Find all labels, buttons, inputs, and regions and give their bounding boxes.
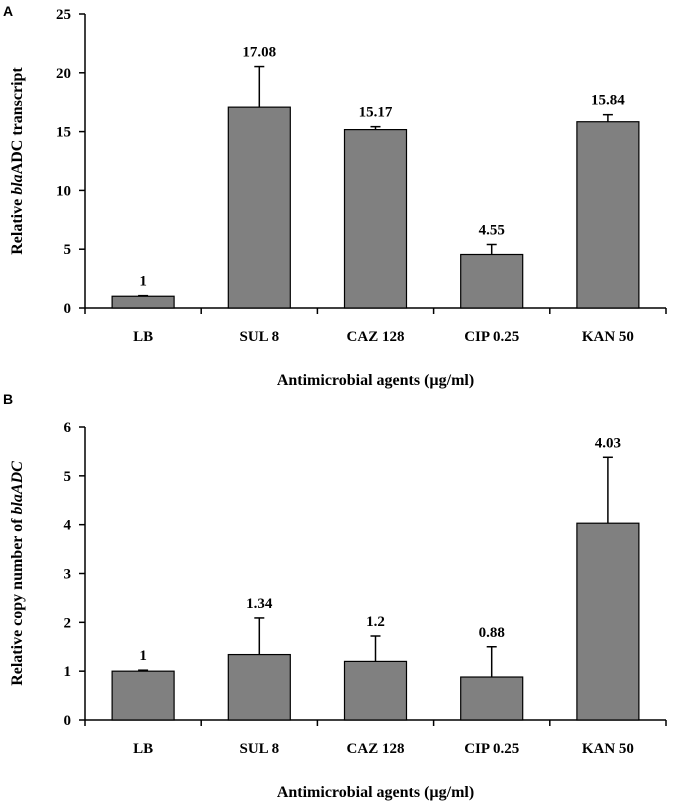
category-label: KAN 50 <box>582 741 634 757</box>
y-tick-label: 2 <box>64 615 72 631</box>
data-label: 0.88 <box>479 625 505 641</box>
data-label: 15.84 <box>591 93 625 109</box>
category-label: KAN 50 <box>582 329 634 345</box>
bar-sul-8 <box>227 106 291 309</box>
y-tick-label: 10 <box>56 183 71 199</box>
y-axis-title-italic: blaADC <box>9 461 26 515</box>
y-tick-label: 15 <box>56 125 71 141</box>
y-axis-title-suffix: ADC transcript <box>9 67 26 175</box>
y-tick-label: 25 <box>56 7 71 23</box>
x-axis-title: Antimicrobial agents (µg/ml) <box>277 784 474 801</box>
category-label: LB <box>133 329 153 345</box>
y-axis-title-italic: bla <box>9 174 26 194</box>
bar-kan-50 <box>576 522 640 721</box>
data-label: 4.55 <box>479 222 505 238</box>
panel-letter-a: A <box>3 3 13 19</box>
y-tick-label: 3 <box>64 567 72 583</box>
y-tick-label: 20 <box>56 66 71 82</box>
category-label: SUL 8 <box>239 741 279 757</box>
y-tick-label: 0 <box>64 301 72 317</box>
chart-panel-a: 0 5 10 15 20 25 1 LB 17.08 SUL 8 15.17 CAZ 128 4.55 C… <box>9 7 667 389</box>
data-label: 1.2 <box>366 614 385 630</box>
x-axis-title: Antimicrobial agents (µg/ml) <box>277 372 474 389</box>
category-label: CAZ 128 <box>347 329 405 345</box>
bar-kan-50 <box>576 121 640 309</box>
y-axis-title: Relative copy number of blaADC <box>9 461 26 686</box>
y-axis-title: Relative blaADC transcript <box>9 67 26 255</box>
data-label: 1 <box>139 648 147 664</box>
data-label: 4.03 <box>595 435 621 451</box>
y-axis-title-prefix: Relative copy number of <box>9 515 26 686</box>
y-tick-label: 6 <box>64 420 72 436</box>
category-label: CIP 0.25 <box>464 741 519 757</box>
bar-caz-128 <box>343 129 408 309</box>
bar-caz-128 <box>343 660 408 721</box>
bar-sul-8 <box>227 653 291 721</box>
bar-cip-0-25 <box>460 253 524 309</box>
y-axis-title-prefix: Relative <box>9 195 26 255</box>
data-label: 17.08 <box>242 45 276 61</box>
y-tick-label: 5 <box>64 242 72 258</box>
category-label: SUL 8 <box>239 329 279 345</box>
bar-lb <box>111 670 175 721</box>
category-label: LB <box>133 741 153 757</box>
y-tick-label: 0 <box>64 713 72 729</box>
y-tick-label: 4 <box>64 518 72 534</box>
category-label: CAZ 128 <box>347 741 405 757</box>
bar-cip-0-25 <box>460 676 524 721</box>
bar-lb <box>111 295 175 309</box>
y-tick-label: 1 <box>64 664 72 680</box>
panel-letter-b: B <box>3 391 13 407</box>
y-tick-label: 5 <box>64 469 72 485</box>
data-label: 1 <box>139 274 147 290</box>
data-label: 15.17 <box>359 105 393 121</box>
chart-panel-b: 0 1 2 3 4 5 6 1 LB 1.34 SUL 8 1.2 CAZ 128 0.88 CIP 0.2… <box>9 420 667 801</box>
category-label: CIP 0.25 <box>464 329 519 345</box>
data-label: 1.34 <box>246 596 273 612</box>
